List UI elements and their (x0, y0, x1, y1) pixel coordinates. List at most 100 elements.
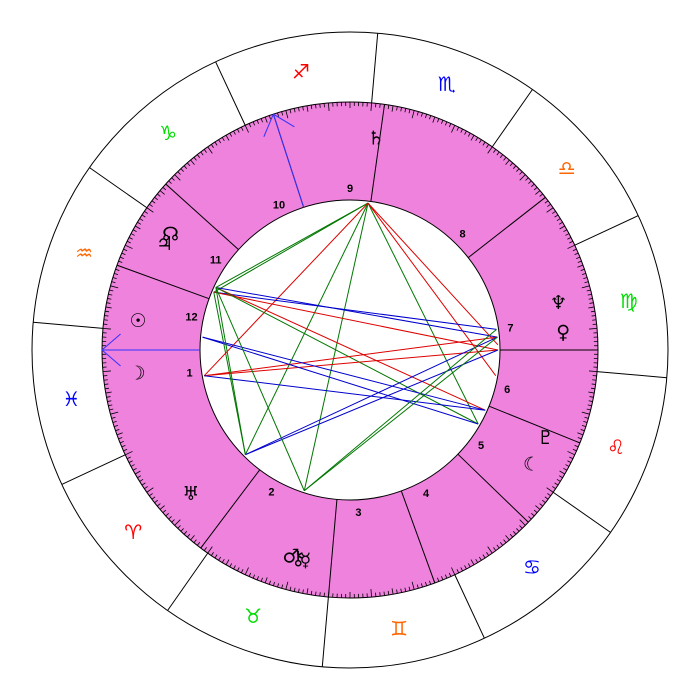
degree-tick (112, 277, 117, 280)
degree-tick (229, 563, 233, 568)
degree-tick (157, 193, 161, 197)
degree-tick (260, 577, 263, 582)
degree-tick (109, 408, 114, 411)
degree-tick (437, 577, 440, 582)
aspect-lines (202, 202, 499, 492)
sign-divider (371, 33, 379, 103)
degree-tick (581, 425, 586, 428)
degree-tick (102, 327, 111, 330)
degree-tick (193, 539, 197, 543)
degree-tick (200, 151, 204, 156)
degree-tick (135, 470, 141, 475)
degree-tick (289, 586, 292, 591)
degree-tick (391, 105, 394, 112)
degree-tick (496, 544, 500, 549)
degree-tick (240, 569, 244, 574)
aspect-line (215, 286, 486, 411)
degree-tick (180, 528, 184, 532)
degree-tick (486, 552, 490, 556)
degree-tick (137, 475, 142, 479)
ascendant-arrow-head (101, 333, 121, 367)
aspect-line (215, 286, 498, 338)
degree-tick (128, 460, 133, 463)
degree-tick (444, 574, 448, 579)
degree-tick (146, 487, 154, 493)
degree-tick (214, 141, 218, 146)
degree-tick (144, 210, 148, 214)
degree-tick (470, 559, 475, 565)
degree-tick (528, 516, 532, 520)
degree-tick (493, 547, 497, 551)
degree-tick (448, 123, 452, 128)
degree-tick (268, 580, 271, 585)
house-number-12: 12 (185, 311, 197, 323)
degree-tick (411, 581, 415, 590)
degree-tick (519, 519, 526, 526)
capricorn-icon: ♑ (159, 121, 177, 145)
degree-tick (108, 404, 113, 407)
degree-tick (132, 467, 137, 471)
degree-tick (584, 281, 589, 284)
degree-tick (186, 162, 191, 167)
degree-tick (132, 229, 137, 233)
degree-tick (130, 464, 135, 467)
degree-tick (581, 285, 590, 289)
moon-2-icon: ☾ (523, 453, 540, 475)
degree-tick (180, 168, 184, 172)
degree-tick (587, 293, 592, 296)
degree-tick (154, 499, 158, 503)
aries-icon: ♈ (124, 520, 142, 544)
house-cusp-line (457, 453, 529, 523)
aspect-line (215, 202, 369, 288)
house-cusp-line (165, 183, 239, 251)
degree-tick (310, 590, 313, 596)
degree-tick (486, 144, 490, 148)
degree-tick (391, 588, 394, 595)
degree-tick (116, 432, 123, 436)
degree-tick (420, 583, 423, 588)
degree-tick (260, 118, 263, 123)
midheaven-arrow (272, 113, 305, 208)
house-number-7: 7 (507, 322, 513, 334)
degree-tick (456, 126, 460, 131)
degree-tick (114, 272, 119, 275)
sign-divider (33, 321, 103, 329)
degree-tick (162, 509, 167, 514)
degree-tick (556, 218, 561, 222)
degree-tick (183, 165, 188, 169)
house-number-10: 10 (273, 199, 285, 211)
degree-tick (577, 437, 582, 440)
degree-tick (493, 149, 497, 153)
uranus-icon: ♅ (182, 483, 199, 505)
aspect-line (303, 329, 497, 492)
midheaven-arrow-head (263, 113, 295, 137)
degree-tick (121, 252, 126, 256)
degree-tick (546, 487, 554, 493)
degree-tick (531, 512, 535, 517)
sign-divider (89, 167, 148, 209)
moon-icon: ☽ (129, 362, 146, 384)
degree-tick (112, 420, 117, 423)
degree-tick (567, 451, 575, 456)
degree-tick (293, 587, 296, 592)
degree-tick (210, 144, 214, 148)
degree-tick (559, 470, 565, 475)
degree-tick (591, 315, 596, 317)
degree-tick (387, 104, 390, 110)
degree-tick (123, 448, 128, 452)
degree-tick (552, 210, 556, 214)
degree-tick (437, 118, 440, 123)
leo-icon: ♌ (607, 435, 625, 459)
degree-tick (107, 298, 112, 300)
aspect-line (202, 336, 479, 425)
degree-tick (190, 535, 195, 541)
degree-tick (104, 315, 109, 317)
degree-tick (565, 464, 570, 467)
sagittarius-icon: ♐ (292, 59, 310, 83)
degree-tick (387, 590, 390, 596)
degree-tick (509, 162, 514, 167)
degree-tick (441, 119, 444, 124)
degree-tick (475, 558, 479, 563)
degree-tick (225, 559, 230, 565)
